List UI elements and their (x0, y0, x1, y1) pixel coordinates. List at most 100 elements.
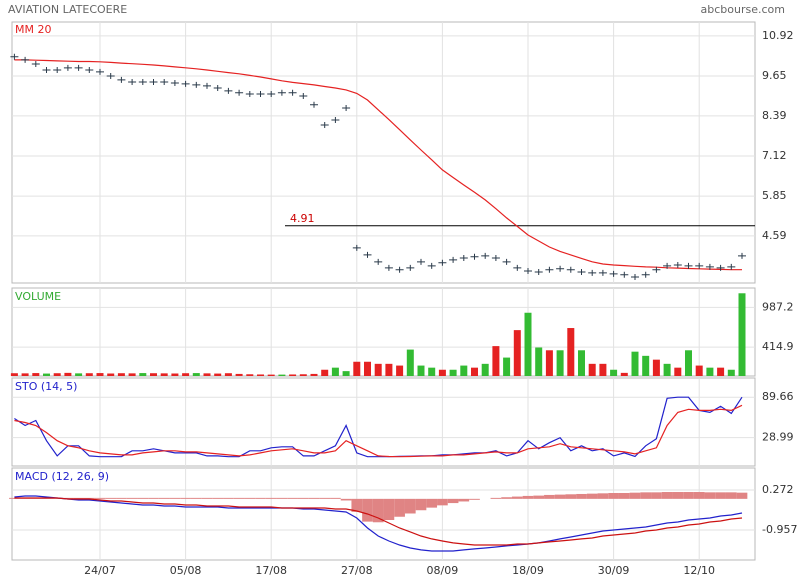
price-tick (556, 265, 565, 272)
price-tick (738, 252, 746, 259)
histogram-bar (693, 492, 705, 499)
x-tick-label: 18/09 (512, 564, 544, 577)
price-tick (181, 80, 190, 87)
price-tick (10, 53, 19, 60)
price-tick (192, 81, 201, 88)
price-tick (534, 268, 543, 275)
panel-frame (11, 287, 756, 377)
price-tick (566, 266, 575, 273)
price-tick (74, 64, 83, 71)
histogram-bar (501, 497, 512, 499)
price-tick (42, 67, 51, 74)
histogram-bar (672, 492, 684, 499)
histogram-bar (180, 497, 191, 499)
volume-bar (417, 365, 425, 376)
price-tick (106, 73, 115, 80)
volume-bar (321, 369, 329, 376)
histogram-bar (469, 498, 480, 500)
price-tick (85, 67, 94, 74)
histogram-bar (201, 497, 213, 499)
volume-bar (203, 373, 211, 376)
price-tick (53, 67, 62, 74)
price-tick (545, 266, 554, 273)
volume-bar (706, 367, 714, 376)
moving-average (14, 59, 742, 271)
price-tick (491, 255, 500, 262)
price-tick (449, 256, 458, 263)
volume-bar (160, 373, 168, 376)
histogram-bar (233, 497, 245, 499)
histogram-bar (618, 492, 630, 499)
histogram-bar (447, 498, 459, 504)
panel-title: MACD (12, 26, 9) (15, 470, 109, 483)
histogram-bar (190, 497, 202, 499)
volume-bar (460, 365, 468, 376)
price-tick (406, 264, 415, 271)
source: abcbourse.com (701, 3, 785, 16)
volume-bar (257, 374, 264, 376)
reference-label: 4.91 (290, 212, 315, 225)
volume-bar (10, 373, 18, 376)
histogram-bar (105, 497, 117, 499)
histogram-bar (330, 497, 341, 499)
price-tick (502, 258, 511, 265)
histogram-bar (148, 497, 159, 499)
volume-bar (685, 350, 692, 376)
histogram-bar (426, 498, 438, 508)
price-tick (727, 263, 736, 270)
volume-bar (364, 361, 371, 376)
y-tick-label: 7.12 (762, 149, 787, 162)
volume-bar (235, 373, 243, 376)
y-tick-label: 987.2 (762, 300, 794, 313)
x-tick-label: 24/07 (84, 564, 116, 577)
histogram-bar (394, 498, 405, 517)
price-tick (31, 61, 40, 68)
y-tick-label: -0.957 (762, 523, 797, 536)
histogram-bar (223, 497, 234, 499)
price-tick (21, 56, 30, 63)
histogram-bar (736, 492, 748, 499)
histogram-bar (404, 498, 416, 514)
volume-bar (449, 369, 457, 376)
volume-bar (353, 361, 361, 376)
histogram-bar (362, 498, 373, 522)
volume-bar (652, 359, 660, 376)
price-tick (224, 87, 233, 94)
price-tick (481, 252, 490, 259)
price-tick (288, 89, 297, 96)
histogram-bar (533, 495, 545, 499)
volume-bar (588, 363, 596, 376)
histogram-bar (340, 498, 352, 501)
volume-bar (545, 350, 553, 376)
histogram-bar (458, 498, 470, 502)
volume-bar (171, 373, 179, 376)
price-tick (417, 258, 425, 265)
histogram-bar (651, 492, 662, 499)
histogram-bar (351, 498, 363, 512)
volume-bar (299, 374, 307, 376)
price-tick (277, 89, 286, 96)
price-tick (170, 79, 179, 86)
histogram-bar (255, 497, 266, 499)
panel-title: STO (14, 5) (15, 380, 77, 393)
x-tick-label: 08/09 (427, 564, 459, 577)
histogram-bar (576, 493, 587, 499)
histogram-bar (608, 492, 619, 499)
legend-label: MM 20 (15, 23, 51, 36)
volume-bar (246, 374, 254, 376)
volume-bar (128, 373, 136, 376)
volume-bar (64, 372, 72, 376)
price-tick (705, 263, 714, 270)
histogram-bar (137, 497, 149, 499)
price-tick (63, 64, 72, 71)
price-tick (695, 262, 704, 269)
price-tick (320, 122, 329, 129)
histogram-bar (169, 497, 181, 499)
price-tick (641, 271, 650, 278)
volume-bar (535, 347, 543, 376)
price-tick (342, 104, 351, 111)
price-tick (331, 116, 340, 123)
histogram-bar (126, 497, 138, 499)
indicator-line (14, 495, 743, 552)
price-tick (427, 262, 436, 269)
